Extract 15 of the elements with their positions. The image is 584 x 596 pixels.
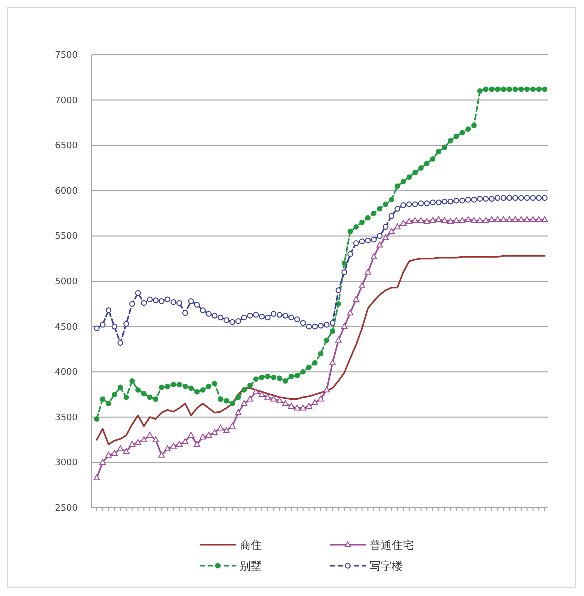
legend-label: 普通住宅	[370, 539, 414, 552]
y-tick-label: 7000	[55, 96, 78, 106]
y-tick-label: 6500	[55, 142, 78, 152]
y-tick-label: 4500	[55, 322, 78, 333]
y-tick-label: 4000	[55, 368, 78, 378]
y-tick-label: 3500	[55, 413, 78, 424]
y-tick-label: 7500	[55, 51, 78, 61]
y-tick-label: 5500	[55, 232, 78, 242]
legend-label: 别墅	[240, 560, 262, 573]
y-tick-label: 5000	[55, 278, 78, 288]
y-tick-label: 6000	[55, 186, 78, 197]
y-tick-label: 2500	[55, 504, 78, 514]
legend-label: 写字楼	[370, 560, 403, 573]
y-tick-label: 3000	[55, 458, 78, 469]
legend-label: 商住	[240, 539, 262, 552]
